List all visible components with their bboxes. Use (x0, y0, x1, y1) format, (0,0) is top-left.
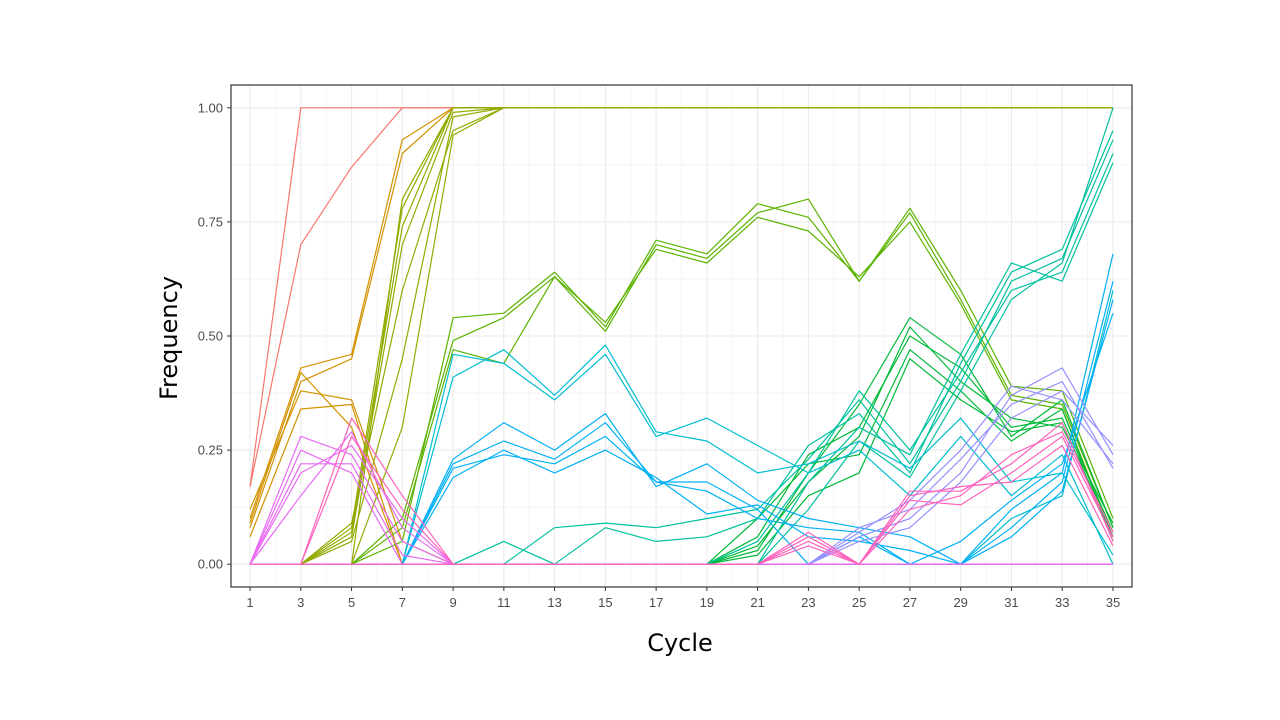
x-tick-label: 1 (246, 595, 253, 610)
series-line-15 (250, 203, 1114, 565)
x-tick-label: 23 (801, 595, 815, 610)
y-tick-label: 0.75 (198, 214, 223, 229)
x-tick-label: 31 (1004, 595, 1018, 610)
x-tick-label: 11 (497, 595, 511, 610)
axes: 0.000.250.500.751.001 3 5 7 9 11 13 15 17 19 21 23 2… (198, 100, 1121, 610)
x-tick-label: 7 (399, 595, 406, 610)
x-tick-label: 5 (348, 595, 355, 610)
y-axis-title: Frequency (155, 276, 183, 400)
series-line-14 (250, 107, 1113, 565)
x-axis-title: Cycle (647, 629, 713, 657)
y-tick-label: 0.00 (198, 557, 223, 572)
y-tick-label: 0.50 (198, 329, 223, 344)
x-tick-label: 27 (903, 595, 917, 610)
x-tick-label: 21 (750, 595, 764, 610)
x-tick-label: 19 (700, 595, 714, 610)
y-tick-label: 1.00 (198, 100, 223, 115)
y-tick-label: 0.25 (198, 443, 223, 458)
x-tick-label: 3 (297, 595, 304, 610)
series-line-17 (250, 216, 1114, 565)
x-tick-label: 9 (449, 595, 456, 610)
series-line-48 (250, 444, 1114, 565)
x-tick-label: 17 (649, 595, 663, 610)
x-tick-label: 29 (953, 595, 967, 610)
x-tick-label: 15 (598, 595, 612, 610)
x-tick-label: 33 (1055, 595, 1069, 610)
x-tick-label: 13 (547, 595, 561, 610)
series-lines (249, 107, 1114, 565)
x-tick-label: 35 (1106, 595, 1120, 610)
x-tick-label: 25 (852, 595, 866, 610)
